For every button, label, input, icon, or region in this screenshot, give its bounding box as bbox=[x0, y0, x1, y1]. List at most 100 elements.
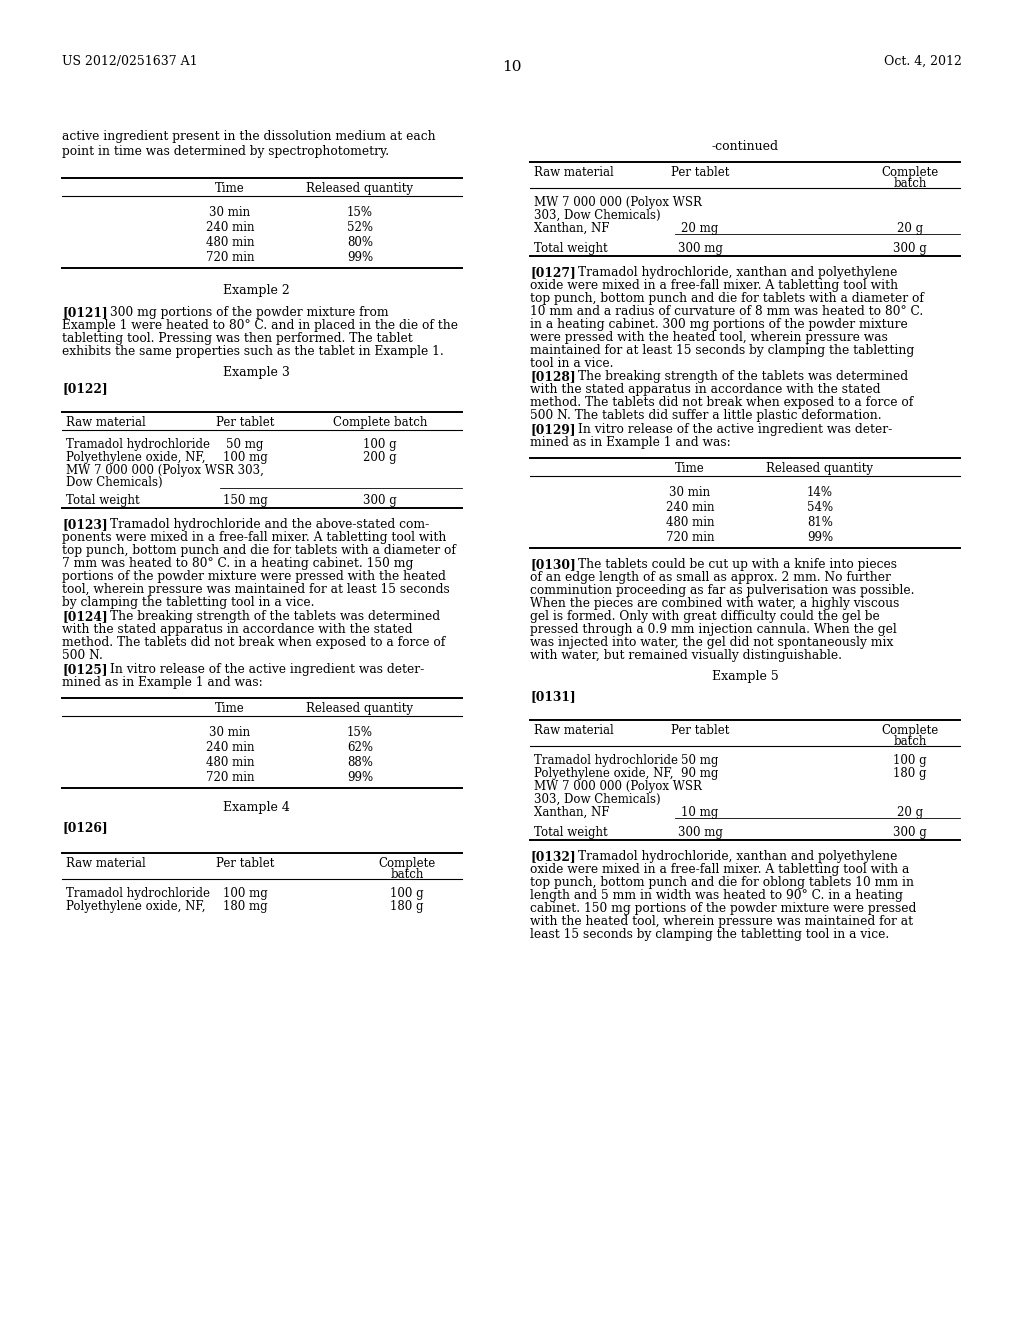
Text: mined as in Example 1 and was:: mined as in Example 1 and was: bbox=[62, 676, 263, 689]
Text: Total weight: Total weight bbox=[534, 826, 607, 840]
Text: with the heated tool, wherein pressure was maintained for at: with the heated tool, wherein pressure w… bbox=[530, 915, 913, 928]
Text: tabletting tool. Pressing was then performed. The tablet: tabletting tool. Pressing was then perfo… bbox=[62, 333, 413, 345]
Text: 500 N.: 500 N. bbox=[62, 649, 102, 663]
Text: Total weight: Total weight bbox=[66, 494, 139, 507]
Text: Tramadol hydrochloride: Tramadol hydrochloride bbox=[534, 754, 678, 767]
Text: 50 mg: 50 mg bbox=[681, 754, 719, 767]
Text: Released quantity: Released quantity bbox=[306, 182, 414, 195]
Text: 300 mg portions of the powder mixture from: 300 mg portions of the powder mixture fr… bbox=[110, 306, 389, 319]
Text: Per tablet: Per tablet bbox=[216, 857, 274, 870]
Text: Tramadol hydrochloride: Tramadol hydrochloride bbox=[66, 887, 210, 900]
Text: by clamping the tabletting tool in a vice.: by clamping the tabletting tool in a vic… bbox=[62, 597, 314, 609]
Text: top punch, bottom punch and die for oblong tablets 10 mm in: top punch, bottom punch and die for oblo… bbox=[530, 876, 914, 888]
Text: Oct. 4, 2012: Oct. 4, 2012 bbox=[884, 55, 962, 69]
Text: [0121]: [0121] bbox=[62, 306, 108, 319]
Text: 303, Dow Chemicals): 303, Dow Chemicals) bbox=[534, 209, 660, 222]
Text: US 2012/0251637 A1: US 2012/0251637 A1 bbox=[62, 55, 198, 69]
Text: [0123]: [0123] bbox=[62, 517, 108, 531]
Text: 52%: 52% bbox=[347, 220, 373, 234]
Text: The tablets could be cut up with a knife into pieces: The tablets could be cut up with a knife… bbox=[578, 558, 897, 572]
Text: 100 mg: 100 mg bbox=[222, 451, 267, 465]
Text: 300 g: 300 g bbox=[893, 242, 927, 255]
Text: point in time was determined by spectrophotometry.: point in time was determined by spectrop… bbox=[62, 145, 389, 158]
Text: 300 g: 300 g bbox=[893, 826, 927, 840]
Text: 480 min: 480 min bbox=[206, 756, 254, 770]
Text: 480 min: 480 min bbox=[206, 236, 254, 249]
Text: oxide were mixed in a free-fall mixer. A tabletting tool with: oxide were mixed in a free-fall mixer. A… bbox=[530, 279, 898, 292]
Text: Xanthan, NF: Xanthan, NF bbox=[534, 807, 609, 818]
Text: method. The tablets did not break when exposed to a force of: method. The tablets did not break when e… bbox=[62, 636, 445, 649]
Text: 240 min: 240 min bbox=[206, 741, 254, 754]
Text: MW 7 000 000 (Polyox WSR: MW 7 000 000 (Polyox WSR bbox=[534, 780, 701, 793]
Text: Complete batch: Complete batch bbox=[333, 416, 427, 429]
Text: 90 mg: 90 mg bbox=[681, 767, 719, 780]
Text: 720 min: 720 min bbox=[666, 531, 715, 544]
Text: Tramadol hydrochloride, xanthan and polyethylene: Tramadol hydrochloride, xanthan and poly… bbox=[578, 850, 897, 863]
Text: [0125]: [0125] bbox=[62, 663, 108, 676]
Text: 100 mg: 100 mg bbox=[222, 887, 267, 900]
Text: 240 min: 240 min bbox=[666, 502, 715, 513]
Text: Example 5: Example 5 bbox=[712, 671, 778, 682]
Text: 99%: 99% bbox=[347, 251, 373, 264]
Text: Tramadol hydrochloride and the above-stated com-: Tramadol hydrochloride and the above-sta… bbox=[110, 517, 429, 531]
Text: MW 7 000 000 (Polyox WSR 303,: MW 7 000 000 (Polyox WSR 303, bbox=[66, 465, 264, 477]
Text: 10: 10 bbox=[502, 59, 522, 74]
Text: 14%: 14% bbox=[807, 486, 833, 499]
Text: 200 g: 200 g bbox=[364, 451, 397, 465]
Text: method. The tablets did not break when exposed to a force of: method. The tablets did not break when e… bbox=[530, 396, 913, 409]
Text: Complete: Complete bbox=[882, 723, 939, 737]
Text: Per tablet: Per tablet bbox=[671, 166, 729, 180]
Text: Example 2: Example 2 bbox=[222, 284, 290, 297]
Text: In vitro release of the active ingredient was deter-: In vitro release of the active ingredien… bbox=[578, 422, 892, 436]
Text: top punch, bottom punch and die for tablets with a diameter of: top punch, bottom punch and die for tabl… bbox=[530, 292, 924, 305]
Text: 100 g: 100 g bbox=[364, 438, 397, 451]
Text: batch: batch bbox=[893, 177, 927, 190]
Text: was injected into water, the gel did not spontaneously mix: was injected into water, the gel did not… bbox=[530, 636, 893, 649]
Text: [0132]: [0132] bbox=[530, 850, 575, 863]
Text: 99%: 99% bbox=[807, 531, 834, 544]
Text: Polyethylene oxide, NF,: Polyethylene oxide, NF, bbox=[66, 451, 206, 465]
Text: portions of the powder mixture were pressed with the heated: portions of the powder mixture were pres… bbox=[62, 570, 445, 583]
Text: [0127]: [0127] bbox=[530, 267, 575, 279]
Text: Tramadol hydrochloride: Tramadol hydrochloride bbox=[66, 438, 210, 451]
Text: gel is formed. Only with great difficulty could the gel be: gel is formed. Only with great difficult… bbox=[530, 610, 880, 623]
Text: Xanthan, NF: Xanthan, NF bbox=[534, 222, 609, 235]
Text: 10 mg: 10 mg bbox=[681, 807, 719, 818]
Text: Released quantity: Released quantity bbox=[767, 462, 873, 475]
Text: 300 mg: 300 mg bbox=[678, 242, 723, 255]
Text: 30 min: 30 min bbox=[670, 486, 711, 499]
Text: were pressed with the heated tool, wherein pressure was: were pressed with the heated tool, where… bbox=[530, 331, 888, 345]
Text: 303, Dow Chemicals): 303, Dow Chemicals) bbox=[534, 793, 660, 807]
Text: 100 g: 100 g bbox=[390, 887, 424, 900]
Text: Raw material: Raw material bbox=[534, 723, 613, 737]
Text: least 15 seconds by clamping the tabletting tool in a vice.: least 15 seconds by clamping the tablett… bbox=[530, 928, 889, 941]
Text: Example 3: Example 3 bbox=[222, 366, 290, 379]
Text: 180 g: 180 g bbox=[390, 900, 424, 913]
Text: 720 min: 720 min bbox=[206, 771, 254, 784]
Text: 30 min: 30 min bbox=[210, 726, 251, 739]
Text: Complete: Complete bbox=[882, 166, 939, 180]
Text: Per tablet: Per tablet bbox=[671, 723, 729, 737]
Text: batch: batch bbox=[893, 735, 927, 748]
Text: 300 mg: 300 mg bbox=[678, 826, 723, 840]
Text: Total weight: Total weight bbox=[534, 242, 607, 255]
Text: Polyethylene oxide, NF,: Polyethylene oxide, NF, bbox=[66, 900, 206, 913]
Text: [0131]: [0131] bbox=[530, 690, 575, 704]
Text: batch: batch bbox=[390, 869, 424, 880]
Text: with the stated apparatus in accordance with the stated: with the stated apparatus in accordance … bbox=[530, 383, 881, 396]
Text: 500 N. The tablets did suffer a little plastic deformation.: 500 N. The tablets did suffer a little p… bbox=[530, 409, 882, 422]
Text: with the stated apparatus in accordance with the stated: with the stated apparatus in accordance … bbox=[62, 623, 413, 636]
Text: [0124]: [0124] bbox=[62, 610, 108, 623]
Text: tool in a vice.: tool in a vice. bbox=[530, 356, 613, 370]
Text: Raw material: Raw material bbox=[66, 857, 145, 870]
Text: Raw material: Raw material bbox=[534, 166, 613, 180]
Text: 180 mg: 180 mg bbox=[222, 900, 267, 913]
Text: Time: Time bbox=[215, 182, 245, 195]
Text: active ingredient present in the dissolution medium at each: active ingredient present in the dissolu… bbox=[62, 129, 435, 143]
Text: Complete: Complete bbox=[379, 857, 435, 870]
Text: comminution proceeding as far as pulverisation was possible.: comminution proceeding as far as pulveri… bbox=[530, 583, 914, 597]
Text: with water, but remained visually distinguishable.: with water, but remained visually distin… bbox=[530, 649, 842, 663]
Text: [0126]: [0126] bbox=[62, 821, 108, 834]
Text: 88%: 88% bbox=[347, 756, 373, 770]
Text: oxide were mixed in a free-fall mixer. A tabletting tool with a: oxide were mixed in a free-fall mixer. A… bbox=[530, 863, 909, 876]
